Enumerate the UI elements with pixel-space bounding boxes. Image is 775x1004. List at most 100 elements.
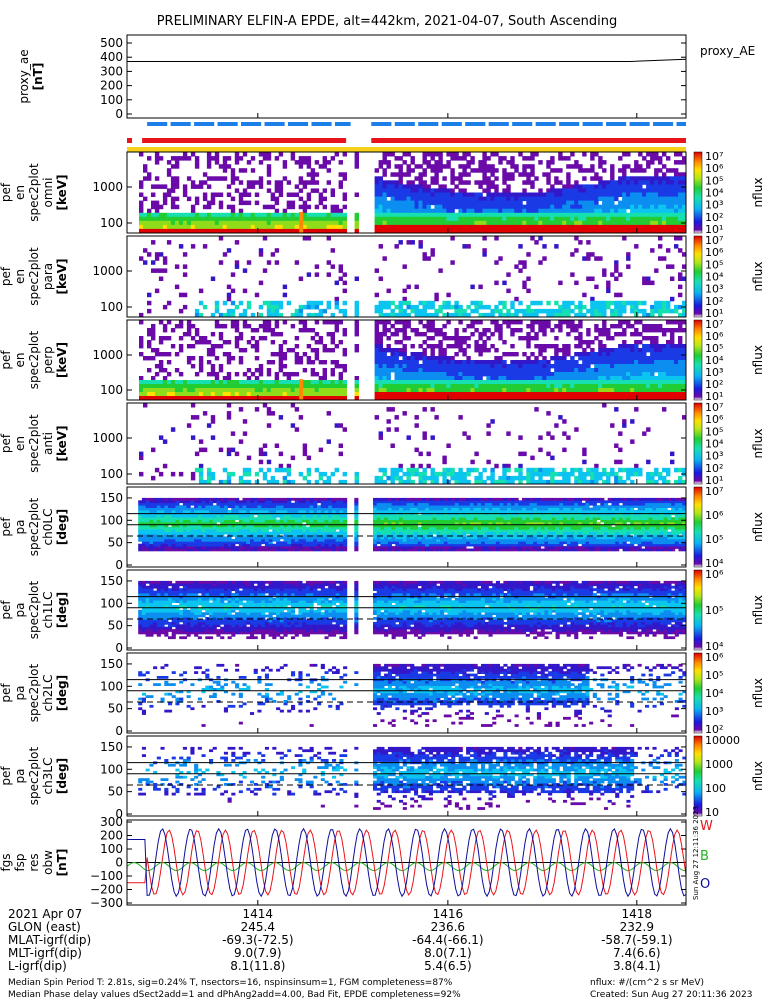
ch0LC-cell xyxy=(198,498,202,501)
status-bar-blue xyxy=(218,122,238,126)
en_perp-cell xyxy=(403,372,407,376)
en_omni-cell xyxy=(610,164,614,169)
ch0LC-cell xyxy=(190,541,194,544)
ch0LC-cell xyxy=(142,546,146,549)
en_perp-cell xyxy=(670,372,674,376)
en_perp-cell xyxy=(139,384,143,388)
en_omni-cell xyxy=(474,193,478,198)
en_perp-cell xyxy=(674,388,678,392)
en_para-cell xyxy=(550,309,554,314)
en_omni-cell xyxy=(602,193,606,198)
en_omni-cell xyxy=(482,225,486,230)
en_omni-cell xyxy=(454,184,458,189)
ch0LC-cell xyxy=(202,529,206,532)
en_perp-cell xyxy=(534,360,538,364)
en_omni-cell xyxy=(219,164,223,169)
en_perp-cell xyxy=(454,368,458,372)
en_perp-cell xyxy=(411,384,415,388)
en_omni-cell xyxy=(179,213,183,218)
en_anti-cell xyxy=(259,460,263,465)
en_perp-cell xyxy=(291,380,295,384)
status-bar-blue xyxy=(630,122,650,126)
ch0LC-cell xyxy=(153,503,157,506)
en_omni-cell xyxy=(167,160,171,165)
en_para-cell xyxy=(678,272,682,277)
en_para-cell xyxy=(554,244,558,249)
status-bar-blue xyxy=(418,122,438,126)
en_perp-cell xyxy=(514,320,518,324)
en_perp-cell xyxy=(247,384,251,388)
en_omni-cell xyxy=(482,209,486,214)
en_para-cell xyxy=(450,260,454,265)
en_omni-cell xyxy=(530,164,534,169)
en_omni-cell xyxy=(243,213,247,218)
ch0LC-cell xyxy=(157,498,161,501)
ch0LC-cell xyxy=(142,515,146,518)
en_perp-cell xyxy=(614,352,618,356)
en_perp-cell xyxy=(423,388,427,392)
en_omni-cell xyxy=(415,225,419,230)
en_anti-cell xyxy=(327,476,331,481)
en_omni-cell xyxy=(550,188,554,193)
en_para-cell xyxy=(403,297,407,302)
en_omni-cell xyxy=(662,152,666,157)
en_omni-cell xyxy=(438,160,442,165)
en_perp-cell xyxy=(199,340,203,344)
ch0LC-cell xyxy=(142,549,146,552)
status-bar-blue xyxy=(489,122,509,126)
en_omni-cell xyxy=(626,201,630,206)
en_omni-cell xyxy=(307,221,311,226)
en_perp-cell xyxy=(458,392,462,396)
en_perp-cell xyxy=(267,360,271,364)
en_anti-cell xyxy=(626,468,630,473)
en_anti-cell xyxy=(634,464,638,469)
en_perp-cell xyxy=(155,388,159,392)
ch0LC-cell xyxy=(202,510,206,513)
en_para-cell xyxy=(586,252,590,257)
en_para-cell xyxy=(630,309,634,314)
en_perp-cell xyxy=(590,388,594,392)
en_omni-cell xyxy=(506,221,510,226)
en_perp-cell xyxy=(275,392,279,396)
en_perp-cell xyxy=(518,376,522,380)
en_perp-cell xyxy=(427,344,431,348)
en_para-cell xyxy=(175,264,179,269)
en_omni-cell xyxy=(670,205,674,210)
en_anti-cell xyxy=(646,427,650,432)
en_omni-cell xyxy=(606,205,610,210)
en_anti-cell xyxy=(438,472,442,477)
en_para-cell xyxy=(658,301,662,306)
en_para-cell xyxy=(315,305,319,310)
en_omni-cell xyxy=(399,164,403,169)
en_anti-cell xyxy=(303,444,307,449)
en_perp-cell xyxy=(562,356,566,360)
en_perp-cell xyxy=(303,380,307,384)
en_para-cell xyxy=(383,256,387,261)
en_omni-cell xyxy=(259,176,263,181)
ch0LC-cell xyxy=(157,544,161,547)
en_omni-cell xyxy=(415,197,419,202)
en_perp-cell xyxy=(387,384,391,388)
en_para-cell xyxy=(478,305,482,310)
en_omni-cell xyxy=(279,184,283,189)
en_para-cell xyxy=(259,248,263,253)
en_omni-cell xyxy=(494,168,498,173)
en_perp-cell xyxy=(147,388,151,392)
en_omni-cell xyxy=(530,217,534,222)
en_para-cell xyxy=(498,309,502,314)
en_para-cell xyxy=(243,289,247,294)
en_omni-cell xyxy=(415,201,419,206)
en_anti-cell xyxy=(610,423,614,428)
en_omni-cell xyxy=(323,213,327,218)
en_perp-cell xyxy=(387,348,391,352)
ch0LC-cell xyxy=(161,539,165,542)
en_para-cell xyxy=(434,293,438,298)
en_omni-cell xyxy=(231,205,235,210)
en_omni-cell xyxy=(562,184,566,189)
en_omni-cell xyxy=(419,193,423,198)
en_perp-cell xyxy=(163,380,167,384)
en_omni-cell xyxy=(462,152,466,157)
en_para-cell xyxy=(411,305,415,310)
en_perp-cell xyxy=(478,352,482,356)
en_para-cell xyxy=(622,305,626,310)
